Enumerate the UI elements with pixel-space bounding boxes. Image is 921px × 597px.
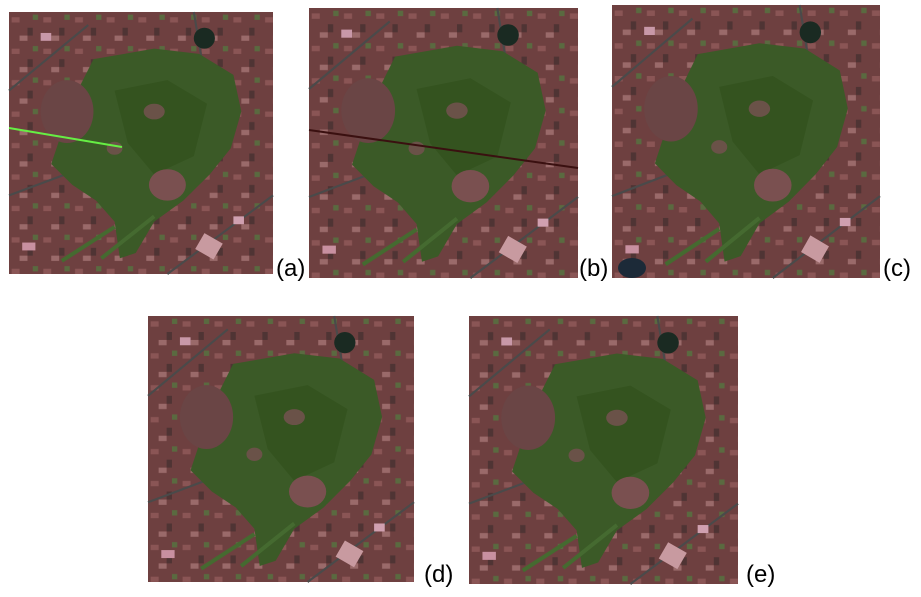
image bbox=[469, 316, 738, 584]
image bbox=[9, 12, 273, 274]
panel-d: (d) bbox=[148, 316, 453, 588]
figure: (a) (b) (c) (d) (e) bbox=[0, 0, 921, 592]
panel-label: (e) bbox=[746, 561, 775, 588]
panel-b: (b) bbox=[309, 8, 608, 282]
image bbox=[612, 5, 880, 278]
panel-e: (e) bbox=[469, 316, 775, 588]
panel-label: (b) bbox=[579, 255, 608, 282]
panel-label: (a) bbox=[276, 255, 305, 282]
panel-a: (a) bbox=[9, 12, 305, 282]
panel-c: (c) bbox=[612, 5, 911, 282]
panel-label: (c) bbox=[883, 255, 911, 282]
image bbox=[148, 316, 414, 582]
cloud-shadow bbox=[618, 258, 646, 278]
panel-label: (d) bbox=[424, 561, 453, 588]
image bbox=[309, 8, 578, 278]
